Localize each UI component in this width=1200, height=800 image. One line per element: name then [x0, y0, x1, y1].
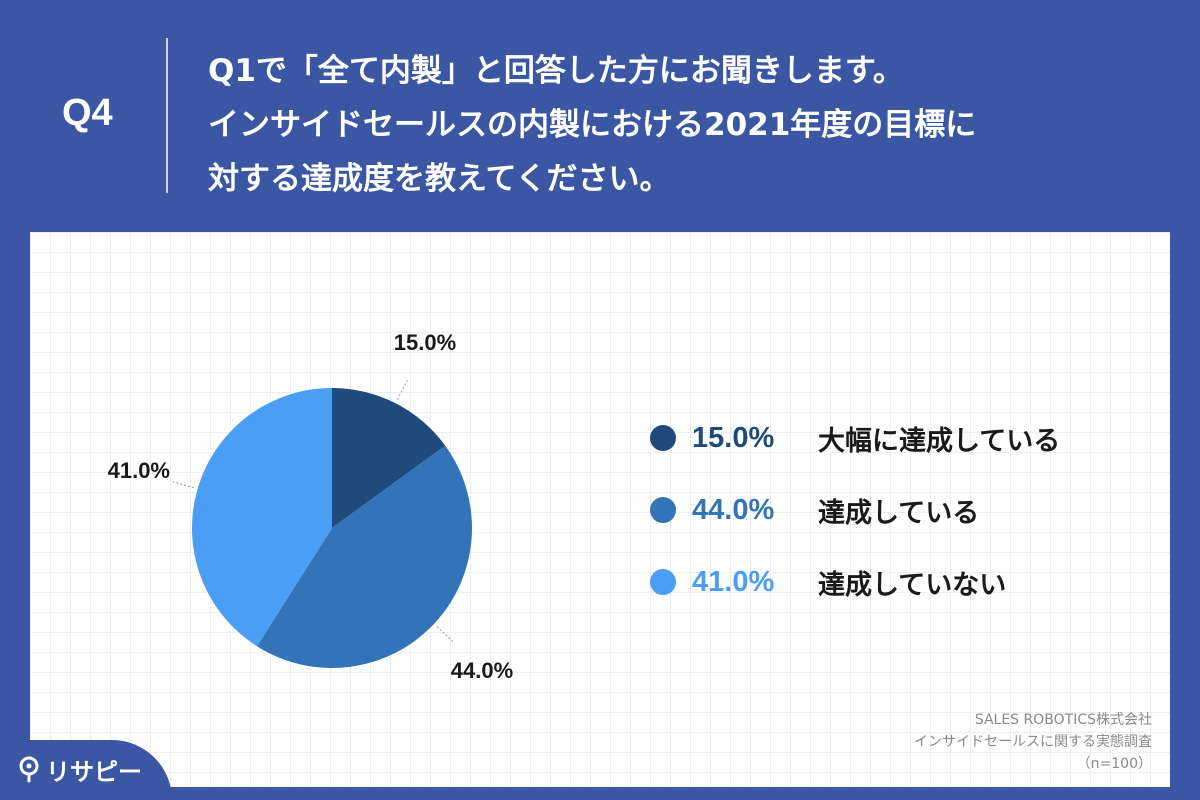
legend-value: 15.0%: [692, 421, 775, 454]
pie-slice: [332, 388, 446, 528]
leader-line: [170, 480, 194, 489]
header-divider: [166, 38, 168, 193]
leader-line: [396, 378, 409, 400]
source-note: SALES ROBOTICS株式会社 インサイドセールスに関する実態調査 （n=…: [914, 709, 1152, 775]
data-label: 41.0%: [108, 458, 170, 483]
logo-tab: [0, 740, 172, 800]
header: Q4 Q1で「全て内製」と回答した方にお聞きします。 インサイドセールスの内製に…: [0, 0, 1200, 230]
question-number: Q4: [62, 92, 113, 134]
legend-item: 44.0% 達成している: [650, 474, 1150, 546]
data-label: 44.0%: [451, 658, 513, 683]
source-line: インサイドセールスに関する実態調査: [914, 734, 1152, 750]
legend-value: 44.0%: [692, 493, 775, 526]
chart-panel: 15.0% 44.0% 41.0% 15.0% 大幅に達成している 44.0% 達成…: [30, 232, 1170, 787]
pie-slice: [192, 388, 332, 647]
source-line: （n=100）: [1076, 756, 1152, 772]
legend-dot: [650, 569, 676, 595]
question-line: インサイドセールスの内製における2021年度の目標に: [208, 107, 977, 143]
pie-slice: [256, 445, 473, 668]
logo: リサピー: [18, 752, 142, 786]
question-text: Q1で「全て内製」と回答した方にお聞きします。 インサイドセールスの内製における…: [208, 44, 1168, 206]
question-line: Q1で「全て内製」と回答した方にお聞きします。: [208, 53, 904, 89]
data-label: 15.0%: [394, 330, 456, 355]
legend-item: 41.0% 達成していない: [650, 546, 1150, 618]
source-line: SALES ROBOTICS株式会社: [974, 712, 1152, 728]
pie-chart: 15.0% 44.0% 41.0%: [108, 330, 514, 683]
legend-value: 41.0%: [692, 565, 775, 598]
legend-dot: [650, 425, 676, 451]
legend-label: 達成していない: [818, 569, 1007, 601]
logo-text: リサピー: [46, 757, 142, 786]
legend-label: 大幅に達成している: [818, 425, 1061, 457]
question-line: 対する達成度を教えてください。: [208, 161, 671, 197]
legend-item: 15.0% 大幅に達成している: [650, 402, 1150, 474]
legend: 15.0% 大幅に達成している 44.0% 達成している 41.0% 達成してい…: [650, 402, 1150, 618]
legend-dot: [650, 497, 676, 523]
leader-line: [436, 626, 455, 644]
pin-icon: [18, 755, 40, 783]
legend-label: 達成している: [818, 497, 980, 529]
